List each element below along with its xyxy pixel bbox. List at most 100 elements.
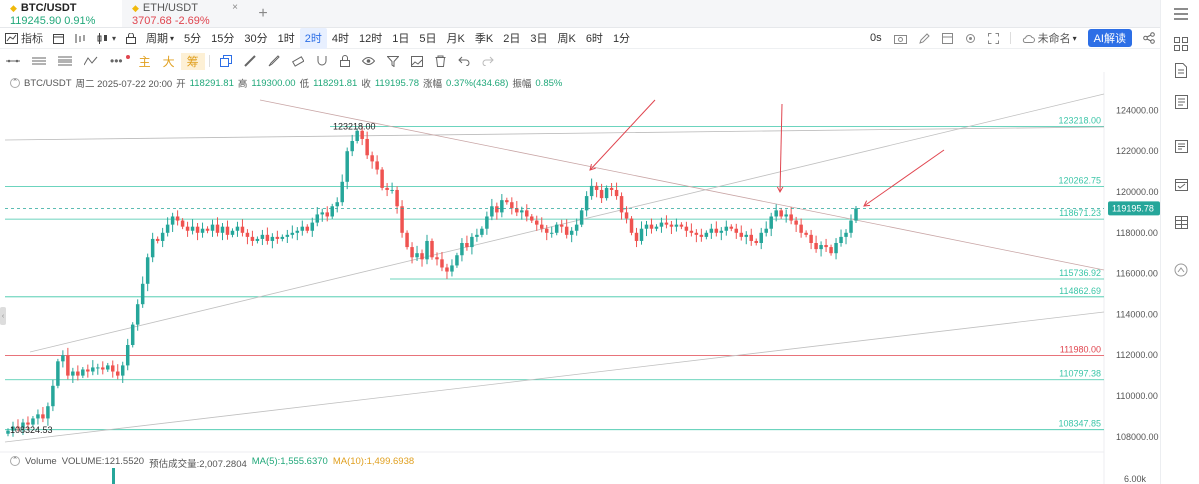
filter-icon[interactable] [381, 55, 405, 67]
candle-body [779, 210, 783, 217]
interval-button[interactable]: 1分 [612, 33, 631, 45]
candle-body [235, 226, 240, 231]
indicator-button[interactable]: 指标 [0, 30, 48, 46]
price-axis-label: 118000.00 [1116, 228, 1158, 238]
price-level-label: 110797.38 [1059, 369, 1101, 379]
document-icon[interactable] [1173, 62, 1189, 78]
period-dropdown[interactable]: 周期 ▾ [141, 28, 179, 49]
line-tool-icon[interactable] [0, 56, 26, 66]
eye-icon[interactable] [356, 56, 381, 66]
tab-quote: 119245.90 0.91% [10, 15, 112, 27]
tab-eth-usdt[interactable]: ◆ ETH/USDT 3707.68 -2.69% × [122, 0, 244, 27]
eraser-icon[interactable] [286, 55, 310, 67]
calendar-icon[interactable] [1173, 176, 1189, 192]
ai-analysis-button[interactable]: AI解读 [1087, 29, 1132, 47]
delete-icon[interactable] [429, 55, 452, 67]
lock-drawings-icon[interactable] [334, 55, 356, 67]
more-tools-icon[interactable]: ••• [110, 54, 123, 68]
candle-body [674, 224, 679, 227]
menu-icon[interactable] [1173, 6, 1189, 22]
lock-icon[interactable] [121, 32, 141, 44]
collapse-icon[interactable]: ⌃ [10, 78, 20, 88]
toolbar-right: 0s 未命名 ▾ AI解读 [865, 28, 1160, 49]
interval-button[interactable]: 5日 [419, 33, 437, 45]
candle-body [130, 324, 135, 345]
candle-body [245, 232, 250, 237]
info-high: 119300.00 [251, 77, 296, 89]
interval-button[interactable]: 12时 [359, 33, 383, 45]
interval-button[interactable]: 月K [446, 33, 465, 45]
fullscreen-icon[interactable] [983, 32, 1004, 44]
watchlist-icon[interactable] [1173, 36, 1189, 52]
news-icon[interactable] [1173, 138, 1189, 154]
main-chart-toggle[interactable]: 主 [138, 54, 151, 69]
left-collapse-handle[interactable]: ‹ [0, 307, 6, 325]
interval-button[interactable]: 2时 [299, 27, 327, 49]
brush-icon[interactable] [262, 55, 286, 67]
candle-body [81, 369, 85, 376]
info-change-label: 涨幅 [423, 79, 443, 90]
interval-button[interactable]: 5分 [184, 33, 202, 45]
camera-icon[interactable] [889, 33, 912, 44]
add-tab-button[interactable]: + [258, 4, 268, 22]
interval-button[interactable]: 1日 [392, 33, 410, 45]
candle-body [460, 243, 464, 256]
candle-body [719, 230, 724, 233]
chip-distribution-toggle[interactable]: 筹 [180, 52, 205, 70]
pencil-icon[interactable] [914, 32, 935, 44]
interval-button[interactable]: 15分 [211, 33, 235, 45]
collapse-icon[interactable]: ⌃ [10, 456, 20, 466]
candle-body [86, 369, 90, 372]
layout-name-dropdown[interactable]: 未命名 ▾ [1017, 28, 1082, 49]
indicator-label: 指标 [21, 33, 43, 45]
candle-type-button[interactable]: ▾ [92, 32, 121, 44]
candle-body [250, 236, 255, 241]
price-chart[interactable]: 124000.00 122000.00 120000.00 118000.00 1160… [0, 72, 1160, 484]
candle-body [430, 240, 434, 258]
candle-body [854, 208, 858, 221]
candle-body [220, 226, 225, 233]
image-icon[interactable] [405, 55, 429, 67]
annotation-arrowhead [589, 164, 596, 171]
large-order-toggle[interactable]: 大 [162, 54, 175, 69]
settings-icon[interactable] [960, 33, 981, 44]
candle-body [395, 189, 399, 207]
interval-button[interactable]: 4时 [331, 33, 350, 45]
tab-change: 0.91% [64, 15, 96, 27]
interval-button[interactable]: 季K [474, 33, 494, 45]
share-icon[interactable] [1138, 32, 1160, 44]
close-tab-icon[interactable]: × [232, 2, 238, 13]
candle-body [6, 430, 10, 434]
candle-body [265, 234, 270, 241]
table-icon[interactable] [1173, 214, 1189, 230]
template-icon[interactable] [937, 32, 958, 44]
interval-button[interactable]: 6时 [585, 33, 603, 45]
candle-body [41, 414, 45, 419]
candle-body [644, 224, 649, 229]
candle-body [370, 155, 374, 162]
compare-icon[interactable] [69, 33, 92, 44]
calendar-icon[interactable] [48, 33, 69, 44]
pattern-tool-icon[interactable] [78, 56, 104, 66]
undo-icon[interactable] [452, 56, 476, 66]
interval-button[interactable]: 1时 [277, 33, 295, 45]
orderbook-icon[interactable] [1173, 94, 1189, 110]
ruler-icon[interactable] [238, 55, 262, 67]
candle-body [569, 230, 574, 235]
candle-body [485, 216, 489, 229]
interval-button[interactable]: 周K [557, 33, 576, 45]
tab-btc-usdt[interactable]: ◆ BTC/USDT 119245.90 0.91% [0, 0, 122, 27]
redo-icon[interactable] [476, 56, 500, 66]
fib-tool-icon[interactable] [52, 56, 78, 66]
magnet-icon[interactable] [310, 55, 334, 67]
copy-icon[interactable] [214, 55, 238, 67]
interval-button[interactable]: 3日 [530, 33, 548, 45]
interval-button[interactable]: 2日 [503, 33, 521, 45]
indicator-icon [5, 32, 18, 44]
channel-tool-icon[interactable] [26, 56, 52, 66]
candle-body [689, 230, 694, 233]
interval-button[interactable]: 30分 [244, 33, 268, 45]
notification-dot [125, 55, 130, 59]
gauge-icon[interactable] [1173, 262, 1189, 278]
